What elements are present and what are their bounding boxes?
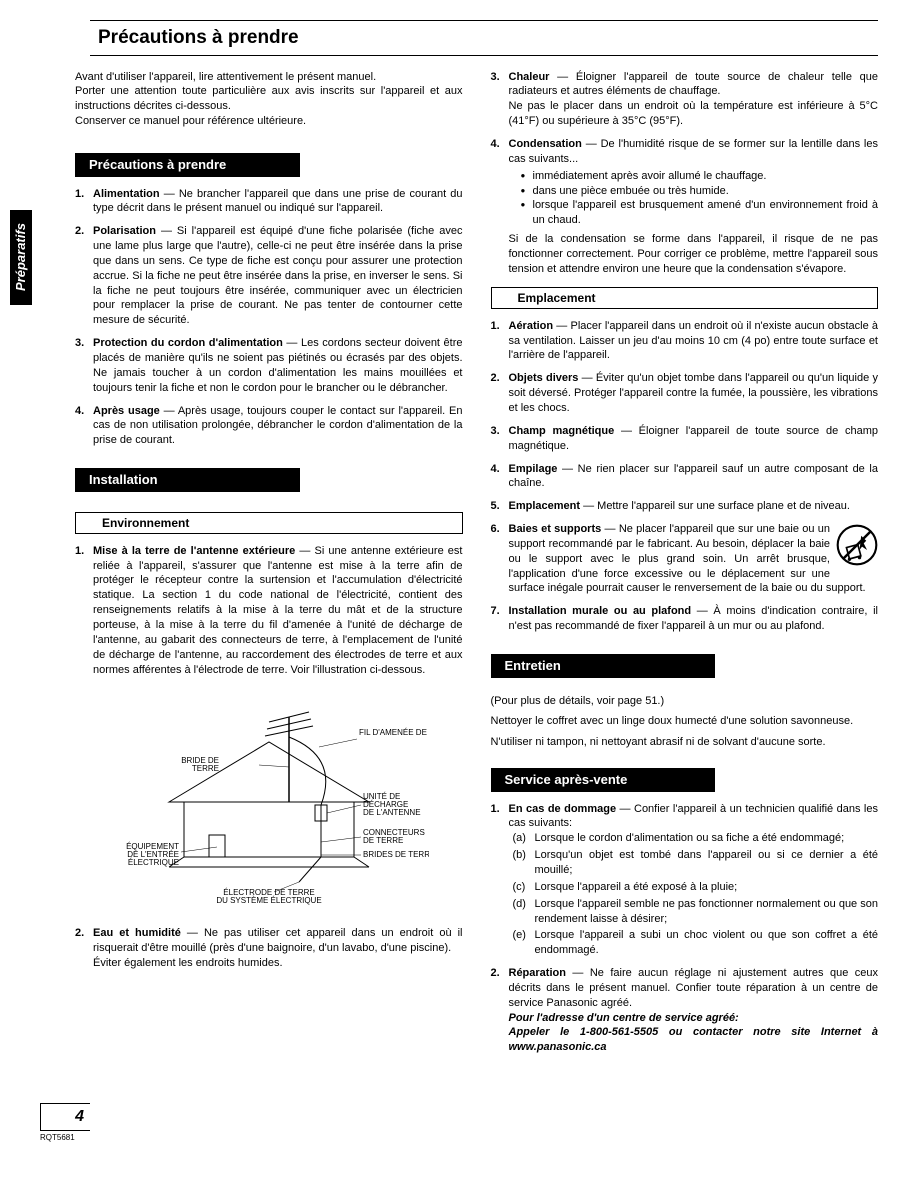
item-lead: Protection du cordon d'alimentation xyxy=(93,337,283,349)
service-list: En cas de dommage — Confier l'appareil à… xyxy=(491,802,879,1056)
service-phone-line: Appeler le 1-800-561-5505 ou contacter n… xyxy=(509,1025,879,1055)
left-column: Avant d'utiliser l'appareil, lire attent… xyxy=(75,70,463,1063)
section-header-installation: Installation xyxy=(75,468,300,492)
right-column: Chaleur — Éloigner l'appareil de toute s… xyxy=(491,70,879,1063)
list-item: En cas de dommage — Confier l'appareil à… xyxy=(491,802,879,958)
subheader-emplacement: Emplacement xyxy=(491,287,879,309)
item-lead: Condensation xyxy=(509,138,582,150)
entretien-p2: N'utiliser ni tampon, ni nettoyant abras… xyxy=(491,735,879,750)
intro-block: Avant d'utiliser l'appareil, lire attent… xyxy=(75,70,463,129)
section-header-precautions: Précautions à prendre xyxy=(75,153,300,177)
item-lead: Chaleur xyxy=(509,71,550,83)
emplacement-list: Aération — Placer l'appareil dans un end… xyxy=(491,319,879,634)
sublist-item: Lorsque le cordon d'alimentation ou sa f… xyxy=(513,831,879,846)
environnement-list: Mise à la terre de l'antenne extérieure … xyxy=(75,544,463,678)
condensation-bullets: immédiatement après avoir allumé le chau… xyxy=(509,169,879,228)
page-number: 4 xyxy=(40,1103,90,1131)
list-item: Chaleur — Éloigner l'appareil de toute s… xyxy=(491,70,879,129)
diagram-label: FIL D'AMENÉE DE L'ANTENNE xyxy=(359,728,429,737)
bullet: lorsque l'appareil est brusquement amené… xyxy=(521,198,879,228)
diagram-label: DE TERRE xyxy=(363,836,403,845)
bullet: dans une pièce embuée ou très humide. xyxy=(521,184,879,199)
item-body: Si une antenne extérieure est reliée à l… xyxy=(93,545,463,676)
doc-code: RQT5681 xyxy=(40,1133,878,1144)
precautions-list: Alimentation — Ne brancher l'appareil qu… xyxy=(75,187,463,449)
section-header-service: Service après-vente xyxy=(491,768,716,792)
sublist-item: Lorsque l'appareil semble ne pas fonctio… xyxy=(513,897,879,927)
list-item: Emplacement — Mettre l'appareil sur une … xyxy=(491,499,879,514)
entretien-p1: Nettoyer le coffret avec un linge doux h… xyxy=(491,714,879,729)
side-tab: Préparatifs xyxy=(10,210,32,305)
two-column-layout: Avant d'utiliser l'appareil, lire attent… xyxy=(75,70,878,1063)
item-body2: Éviter également les endroits humides. xyxy=(93,956,463,971)
env-item: Eau et humidité — Ne pas utiliser cet ap… xyxy=(75,926,463,971)
precaution-item: Polarisation — Si l'appareil est équipé … xyxy=(75,224,463,328)
list-item: Installation murale ou au plafond — À mo… xyxy=(491,604,879,634)
item-body: Si l'appareil est équipé d'une fiche pol… xyxy=(93,225,463,326)
tipover-warning-icon xyxy=(836,524,878,566)
item-lead: Après usage xyxy=(93,405,160,417)
list-item: Réparation — Ne faire aucun réglage ni a… xyxy=(491,966,879,1055)
sublist-item: Lorsqu'un objet est tombé dans l'apparei… xyxy=(513,848,879,878)
entretien-note: (Pour plus de détails, voir page 51.) xyxy=(491,694,879,709)
list-item: Baies et supports — Ne placer l'appareil… xyxy=(491,522,879,596)
item-lead: Alimentation xyxy=(93,188,160,200)
list-item: Champ magnétique — Éloigner l'appareil d… xyxy=(491,424,879,454)
list-item: Empilage — Ne rien placer sur l'appareil… xyxy=(491,462,879,492)
sublist-item: Lorsque l'appareil a été exposé à la plu… xyxy=(513,880,879,895)
bullet: immédiatement après avoir allumé le chau… xyxy=(521,169,879,184)
item-lead: Eau et humidité xyxy=(93,927,181,939)
sublist-item: Lorsque l'appareil a subi un choc violen… xyxy=(513,928,879,958)
list-item: Condensation — De l'humidité risque de s… xyxy=(491,137,879,277)
list-item: Aération — Placer l'appareil dans un end… xyxy=(491,319,879,364)
damage-sublist: Lorsque le cordon d'alimentation ou sa f… xyxy=(509,831,879,958)
item-lead: Polarisation xyxy=(93,225,156,237)
precaution-item: Alimentation — Ne brancher l'appareil qu… xyxy=(75,187,463,217)
diagram-label: TERRE xyxy=(192,764,219,773)
diagram-label: DE L'ANTENNE xyxy=(363,808,421,817)
precaution-item: Protection du cordon d'alimentation — Le… xyxy=(75,336,463,395)
precaution-item: Après usage — Après usage, toujours coup… xyxy=(75,404,463,449)
page-title: Précautions à prendre xyxy=(98,25,870,51)
service-address-line: Pour l'adresse d'un centre de service ag… xyxy=(509,1011,879,1026)
diagram-label: BRIDES DE TERRE xyxy=(363,850,429,859)
intro-line: Avant d'utiliser l'appareil, lire attent… xyxy=(75,70,463,85)
page-title-bar: Précautions à prendre xyxy=(90,20,878,56)
environnement-list-2: Eau et humidité — Ne pas utiliser cet ap… xyxy=(75,926,463,971)
list-item: Objets divers — Éviter qu'un objet tombe… xyxy=(491,371,879,416)
env-item: Mise à la terre de l'antenne extérieure … xyxy=(75,544,463,678)
intro-line: Conserver ce manuel pour référence ultér… xyxy=(75,114,463,129)
page-footer: 4 RQT5681 xyxy=(40,1103,878,1143)
item-lead: Mise à la terre de l'antenne extérieure xyxy=(93,545,295,557)
item-after: Si de la condensation se forme dans l'ap… xyxy=(509,232,879,277)
intro-line: Porter une attention toute particulière … xyxy=(75,84,463,114)
diagram-label: ÉLECTRIQUE xyxy=(128,858,179,867)
item-body2: Ne pas le placer dans un endroit où la t… xyxy=(509,99,879,129)
antenna-grounding-diagram: FIL D'AMENÉE DE L'ANTENNE BRIDE DE TERRE… xyxy=(75,687,463,912)
diagram-label: DU SYSTÈME ÉLECTRIQUE xyxy=(216,896,321,905)
subheader-environnement: Environnement xyxy=(75,512,463,534)
diagram-svg: FIL D'AMENÉE DE L'ANTENNE BRIDE DE TERRE… xyxy=(109,687,429,907)
right-top-list: Chaleur — Éloigner l'appareil de toute s… xyxy=(491,70,879,277)
section-header-entretien: Entretien xyxy=(491,654,716,678)
